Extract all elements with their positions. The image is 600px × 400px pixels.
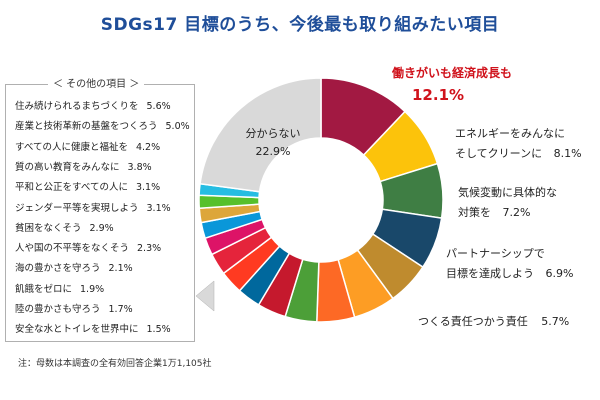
callout-pointer	[195, 280, 215, 312]
label-top1-value: 12.1%	[412, 86, 465, 104]
others-item: 飢餓をゼロに 1.9%	[15, 281, 104, 295]
others-item: 海の豊かさを守ろう 2.1%	[15, 260, 133, 274]
others-item-name: 住み続けられるまちづくりを	[15, 101, 139, 112]
others-item-value: 1.5%	[146, 324, 171, 336]
others-item-value: 2.1%	[108, 263, 133, 275]
others-item-value: 3.8%	[127, 161, 152, 173]
others-item-name: 平和と公正をすべての人に	[15, 182, 128, 194]
others-item-name: 海の豊かさを守ろう	[15, 263, 101, 275]
others-item-value: 4.2%	[135, 141, 161, 153]
others-item-value: 3.1%	[135, 182, 161, 194]
others-item: 人や国の不平等をなくそう 2.3%	[15, 240, 161, 254]
others-item-value: 2.3%	[137, 243, 162, 255]
label-unknown-name: 分からない	[245, 127, 301, 140]
others-item-value: 2.9%	[89, 222, 114, 234]
others-item-name: 安全な水とトイレを世界中に	[15, 324, 139, 336]
others-item: 陸の豊かさも守ろう 1.7%	[15, 301, 133, 315]
donut-slice	[199, 77, 322, 193]
label-top3: 気候変動に具体的な 対策を 7.2%	[458, 184, 557, 220]
label-top1-name: 働きがいも経済成長も	[392, 66, 513, 80]
chart-title: SDGs17 目標のうち、今後最も取り組みたい項目	[100, 15, 500, 35]
others-item-value: 5.0%	[165, 121, 190, 133]
others-item: 質の高い教育をみんなに 3.8%	[15, 159, 152, 173]
others-item: 平和と公正をすべての人に 3.1%	[15, 179, 160, 193]
others-item: 産業と技術革新の基盤をつくろう 5.0%	[15, 118, 190, 132]
label-top2-line1: エネルギーをみんなに	[455, 127, 565, 140]
label-top1: 働きがいも経済成長も 12.1%	[392, 64, 512, 104]
others-item-name: すべての人に健康と福祉を	[15, 141, 128, 153]
footnote: 注：母数は本調査の全有効回答企業1万1,105社	[18, 359, 212, 369]
label-top2-value: 8.1%	[553, 147, 582, 160]
others-item-name: 陸の豊かさも守ろう	[15, 304, 101, 315]
others-item-name: 人や国の不平等をなくそう	[15, 243, 130, 255]
others-title: ＜ その他の項目 ＞	[48, 75, 145, 90]
others-item-name: 産業と技術革新の基盤をつくろう	[15, 121, 158, 133]
others-item: すべての人に健康と福祉を 4.2%	[15, 139, 160, 153]
others-item: 貧困をなくそう 2.9%	[15, 220, 114, 234]
label-top5-name: つくる責任つかう責任	[418, 315, 528, 328]
others-item-value: 3.1%	[146, 202, 171, 214]
label-top2-line2: そしてクリーンに	[455, 147, 543, 160]
label-unknown-value: 22.9%	[255, 145, 291, 158]
others-item-value: 1.9%	[80, 283, 105, 295]
label-top3-line1: 気候変動に具体的な	[458, 186, 557, 199]
label-top4-line2: 目標を達成しよう	[446, 267, 534, 280]
label-unknown: 分からない 22.9%	[238, 125, 308, 158]
others-item-value: 1.7%	[108, 304, 133, 315]
label-top3-value: 7.2%	[502, 206, 531, 219]
label-top3-line2: 対策を	[458, 206, 491, 219]
others-item-name: 飢餓をゼロに	[15, 283, 73, 295]
label-top5-value: 5.7%	[541, 315, 570, 328]
label-top4: パートナーシップで 目標を達成しよう 6.9%	[446, 245, 573, 281]
label-top4-value: 6.9%	[545, 267, 574, 280]
label-top2: エネルギーをみんなに そしてクリーンに 8.1%	[455, 125, 582, 161]
label-top4-line1: パートナーシップで	[446, 247, 545, 260]
others-item: 安全な水とトイレを世界中に 1.5%	[15, 321, 171, 335]
others-item-name: 貧困をなくそう	[15, 222, 82, 234]
others-item-value: 5.6%	[146, 101, 171, 112]
others-item: ジェンダー平等を実現しよう 3.1%	[15, 200, 171, 214]
others-item-name: 質の高い教育をみんなに	[15, 161, 120, 173]
others-item: 住み続けられるまちづくりを 5.6%	[15, 98, 171, 112]
label-top5: つくる責任つかう責任 5.7%	[418, 313, 569, 329]
others-item-name: ジェンダー平等を実現しよう	[15, 202, 139, 214]
